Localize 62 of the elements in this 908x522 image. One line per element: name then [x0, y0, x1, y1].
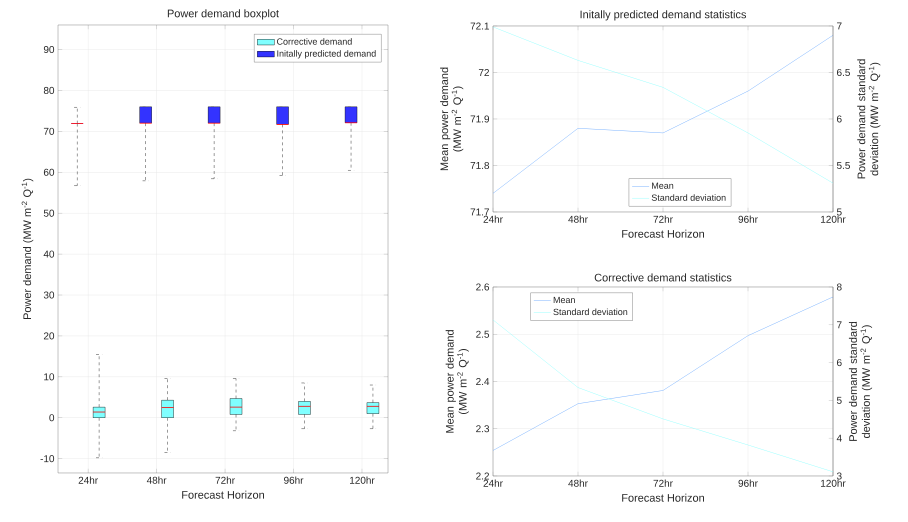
x-tick-label: 48hr — [568, 216, 588, 223]
y-tick-label: -10 — [40, 455, 54, 462]
x-tick-label: 96hr — [738, 480, 758, 487]
y2-tick-label: 6.5 — [837, 68, 850, 76]
x-tick-label: 24hr — [484, 216, 503, 223]
chart-title: Initally predicted demand statistics — [580, 10, 746, 20]
x-tick-label: 120hr — [821, 480, 846, 487]
y-tick-label: 2.4 — [476, 378, 490, 385]
y-tick-label: 80 — [44, 86, 54, 94]
y2-tick-label: 8 — [836, 283, 842, 291]
y2-tick-label: 6 — [837, 359, 842, 366]
legend-label: Standard deviation — [652, 194, 726, 201]
y-tick-label: 2.2 — [476, 472, 489, 480]
y2-tick-label: 6 — [837, 115, 842, 123]
y-tick-label: 2.5 — [476, 330, 490, 338]
y2-tick-label: 5 — [836, 208, 842, 216]
y2-tick-label: 5 — [836, 396, 842, 404]
y-tick-label: 50 — [44, 210, 54, 217]
y-tick-label: 72 — [478, 69, 489, 76]
y2-tick-label: 7 — [837, 22, 842, 30]
legend-label: Standard deviation — [553, 308, 628, 316]
y-tick-label: 71.8 — [470, 162, 490, 170]
y-tick-label: 2.3 — [476, 425, 490, 432]
x-tick-label: 48hr — [146, 476, 166, 484]
y-tick-label: 71.9 — [470, 115, 490, 123]
y-tick-label: 71.7 — [470, 208, 489, 216]
y-tick-label: 40 — [44, 250, 54, 258]
x-tick-label: 120hr — [350, 476, 375, 484]
x-tick-label: 72hr — [654, 216, 673, 223]
legend-label: Initally predicted demand — [277, 50, 376, 58]
x-tick-label: 72hr — [654, 480, 673, 487]
legend-label: Corrective demand — [276, 38, 352, 45]
y-tick-label: 60 — [44, 168, 54, 176]
line-series — [493, 320, 834, 472]
y2-tick-label: 4 — [836, 434, 842, 442]
y2-tick-label: 5.5 — [836, 162, 850, 169]
x-axis-title: Forecast Horizon — [622, 230, 704, 238]
y-tick-label: 90 — [44, 46, 54, 54]
x-tick-label: 120hr — [821, 216, 846, 223]
x-tick-label: 96hr — [284, 476, 304, 484]
x-tick-label: 24hr — [78, 476, 98, 484]
y-tick-label: 30 — [44, 291, 54, 299]
y-tick-label: 0 — [49, 414, 54, 422]
y-axis-title: Power demand (MW m$^{-2}$ Q$^{-1}$) — [22, 178, 34, 320]
y-tick-label: 70 — [44, 128, 54, 135]
chart-title: Power demand boxplot — [168, 9, 279, 20]
y-tick-label: 72.1 — [470, 22, 490, 30]
legend-label: Mean — [652, 182, 674, 189]
x-tick-label: 24hr — [484, 480, 503, 487]
x-tick-label: 72hr — [216, 476, 235, 484]
legend-label: Mean — [554, 296, 575, 304]
y2-tick-label: 7 — [837, 321, 842, 328]
y-tick-label: 2.6 — [476, 283, 490, 291]
line-series — [493, 296, 834, 451]
y-tick-label: 20 — [44, 332, 54, 340]
x-axis-title: Forecast Horizon — [182, 490, 264, 499]
x-axis-title: Forecast Horizon — [622, 494, 704, 502]
y-tick-label: 10 — [44, 373, 54, 380]
x-tick-label: 96hr — [738, 216, 758, 223]
x-tick-label: 48hr — [568, 480, 588, 487]
y2-tick-label: 3 — [836, 472, 842, 480]
chart-title: Corrective demand statistics — [594, 273, 732, 282]
